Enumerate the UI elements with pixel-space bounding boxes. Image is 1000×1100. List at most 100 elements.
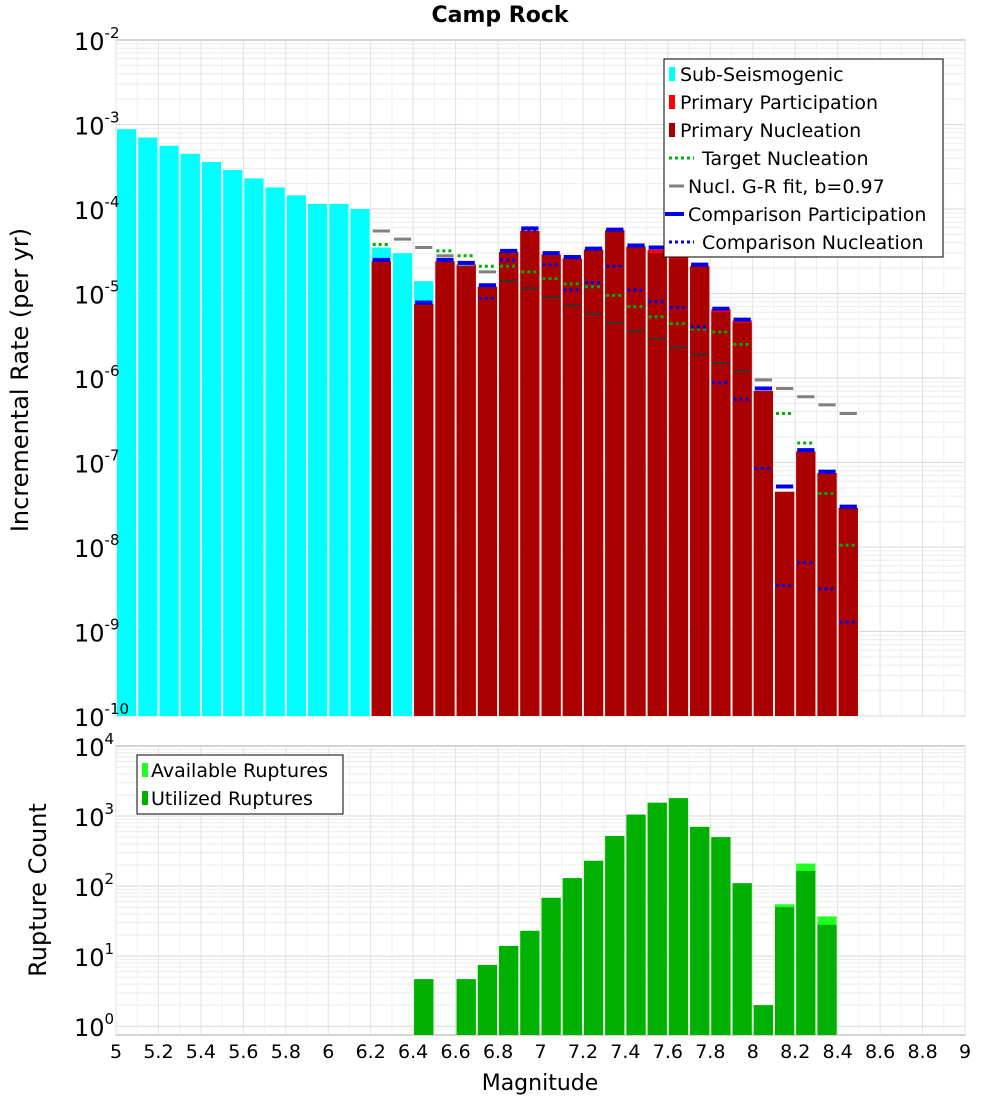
sub-seismogenic-bar [117, 129, 137, 716]
x-tick-label: 5.6 [228, 1041, 258, 1063]
chart-title: Camp Rock [431, 3, 569, 28]
legend-label: Available Ruptures [151, 760, 328, 782]
x-tick-label: 7.4 [610, 1041, 640, 1063]
sub-seismogenic-bar [308, 203, 328, 716]
utilized-ruptures-bar [605, 835, 625, 1035]
primary-nucleation-bar [626, 246, 646, 716]
utilized-ruptures-bar [583, 860, 604, 1035]
legend-label: Sub-Seismogenic [680, 64, 844, 86]
primary-nucleation-bar [711, 312, 731, 716]
utilized-ruptures-bar [414, 979, 434, 1035]
x-tick-label: 6.4 [398, 1041, 428, 1063]
utilized-ruptures-bar [456, 979, 476, 1035]
legend-swatch [669, 67, 675, 81]
primary-nucleation-bar [499, 251, 519, 717]
utilized-ruptures-bar [817, 924, 837, 1035]
legend-swatch [669, 95, 675, 109]
x-ticks: 5 5.2 5.4 5.6 5.8 6 6.2 6.4 6.6 6.8 7 7.2 7.4 7.6 7.8 8… [110, 1041, 971, 1063]
primary-nucleation-bar [774, 491, 795, 716]
utilized-ruptures-bar [647, 802, 667, 1035]
legend-swatch [669, 123, 675, 137]
sub-seismogenic-bar [223, 169, 243, 716]
bottom-y-ticks: 100 101 102 103 104 [74, 730, 114, 1042]
utilized-ruptures-bar [774, 907, 795, 1035]
utilized-ruptures-bar [796, 870, 816, 1035]
x-tick-label: 6.6 [440, 1041, 470, 1063]
primary-nucleation-bar [477, 286, 498, 716]
top-y-ticks: 10-10 10-9 10-8 10-7 10-6 10-5 10-4 10-3 10-2 [74, 24, 129, 732]
x-tick-label: 8.2 [780, 1041, 810, 1063]
bottom-legend: Available Ruptures Utilized Ruptures [136, 754, 344, 815]
top-legend-box [663, 58, 944, 258]
x-tick-label: 7.6 [653, 1041, 683, 1063]
x-tick-label: 7.2 [568, 1041, 598, 1063]
legend-label: Primary Nucleation [680, 120, 861, 142]
utilized-ruptures-bar [562, 878, 582, 1035]
sub-seismogenic-bar [244, 178, 264, 717]
utilized-ruptures-bar [520, 930, 540, 1035]
x-tick-label: 6 [322, 1041, 334, 1063]
legend-label: Nucl. G-R fit, b=0.97 [688, 176, 885, 198]
x-tick-label: 5 [110, 1041, 122, 1063]
top-plot-marks [117, 129, 858, 717]
primary-nucleation-bar [647, 253, 667, 716]
sub-seismogenic-bar [350, 209, 370, 716]
top-y-axis-label: Incremental Rate (per yr) [6, 228, 34, 532]
primary-nucleation-bar [690, 266, 710, 716]
x-tick-label: 6.2 [356, 1041, 386, 1063]
primary-nucleation-bar [668, 258, 689, 716]
utilized-ruptures-bar [732, 883, 752, 1035]
x-tick-label: 5.8 [271, 1041, 301, 1063]
x-tick-label: 5.2 [143, 1041, 173, 1063]
utilized-ruptures-bar [711, 837, 731, 1035]
utilized-ruptures-bar [626, 814, 646, 1035]
primary-nucleation-bar [605, 230, 625, 716]
primary-nucleation-bar [838, 507, 858, 716]
primary-nucleation-bar [371, 261, 391, 716]
utilized-ruptures-bar [477, 964, 498, 1035]
utilized-ruptures-bar [690, 826, 710, 1035]
legend-label: Comparison Participation [688, 204, 926, 226]
sub-seismogenic-bar [265, 187, 285, 717]
bottom-legend-box [136, 754, 344, 815]
bottom-y-tick-label: 100 [74, 1010, 114, 1042]
x-tick-label: 5.4 [186, 1041, 216, 1063]
top-y-tick-label: 10-9 [74, 616, 120, 648]
sub-seismogenic-bar [286, 195, 307, 717]
utilized-ruptures-bar [668, 798, 689, 1035]
top-y-tick-label: 10-4 [74, 193, 120, 225]
bottom-y-axis-label: Rupture Count [24, 803, 52, 977]
bottom-y-tick-label: 101 [74, 940, 114, 972]
bottom-plot-marks [414, 798, 837, 1035]
x-tick-label: 8.6 [865, 1041, 895, 1063]
x-tick-label: 6.8 [483, 1041, 513, 1063]
primary-nucleation-bar [817, 473, 837, 716]
x-axis-label: Magnitude [482, 1071, 599, 1096]
legend-label: Comparison Nucleation [702, 232, 924, 254]
primary-nucleation-bar [583, 249, 604, 716]
top-y-tick-label: 10-6 [74, 362, 120, 394]
top-legend: Sub-Seismogenic Primary Participation Prim… [663, 58, 944, 258]
top-y-tick-label: 10-3 [74, 109, 120, 141]
sub-seismogenic-bar [392, 253, 413, 716]
x-tick-label: 8.4 [823, 1041, 853, 1063]
primary-nucleation-bar [541, 254, 561, 716]
x-tick-label: 7.8 [695, 1041, 725, 1063]
primary-nucleation-bar [414, 304, 434, 716]
legend-swatch [142, 763, 148, 777]
top-y-tick-label: 10-10 [74, 700, 129, 732]
top-legend-items: Sub-Seismogenic Primary Participation Prim… [665, 64, 926, 254]
sub-seismogenic-bar [180, 153, 200, 717]
primary-nucleation-bar [435, 261, 455, 716]
sub-seismogenic-bar [201, 161, 222, 716]
primary-nucleation-bar [796, 451, 816, 716]
x-tick-label: 7 [534, 1041, 546, 1063]
x-tick-label: 9 [959, 1041, 971, 1063]
primary-nucleation-bar [753, 391, 773, 716]
bottom-legend-items: Available Ruptures Utilized Ruptures [142, 760, 328, 810]
top-y-tick-label: 10-8 [74, 531, 120, 563]
bottom-grid [115, 746, 966, 1035]
utilized-ruptures-bar [499, 945, 519, 1035]
top-y-tick-label: 10-5 [74, 278, 120, 310]
